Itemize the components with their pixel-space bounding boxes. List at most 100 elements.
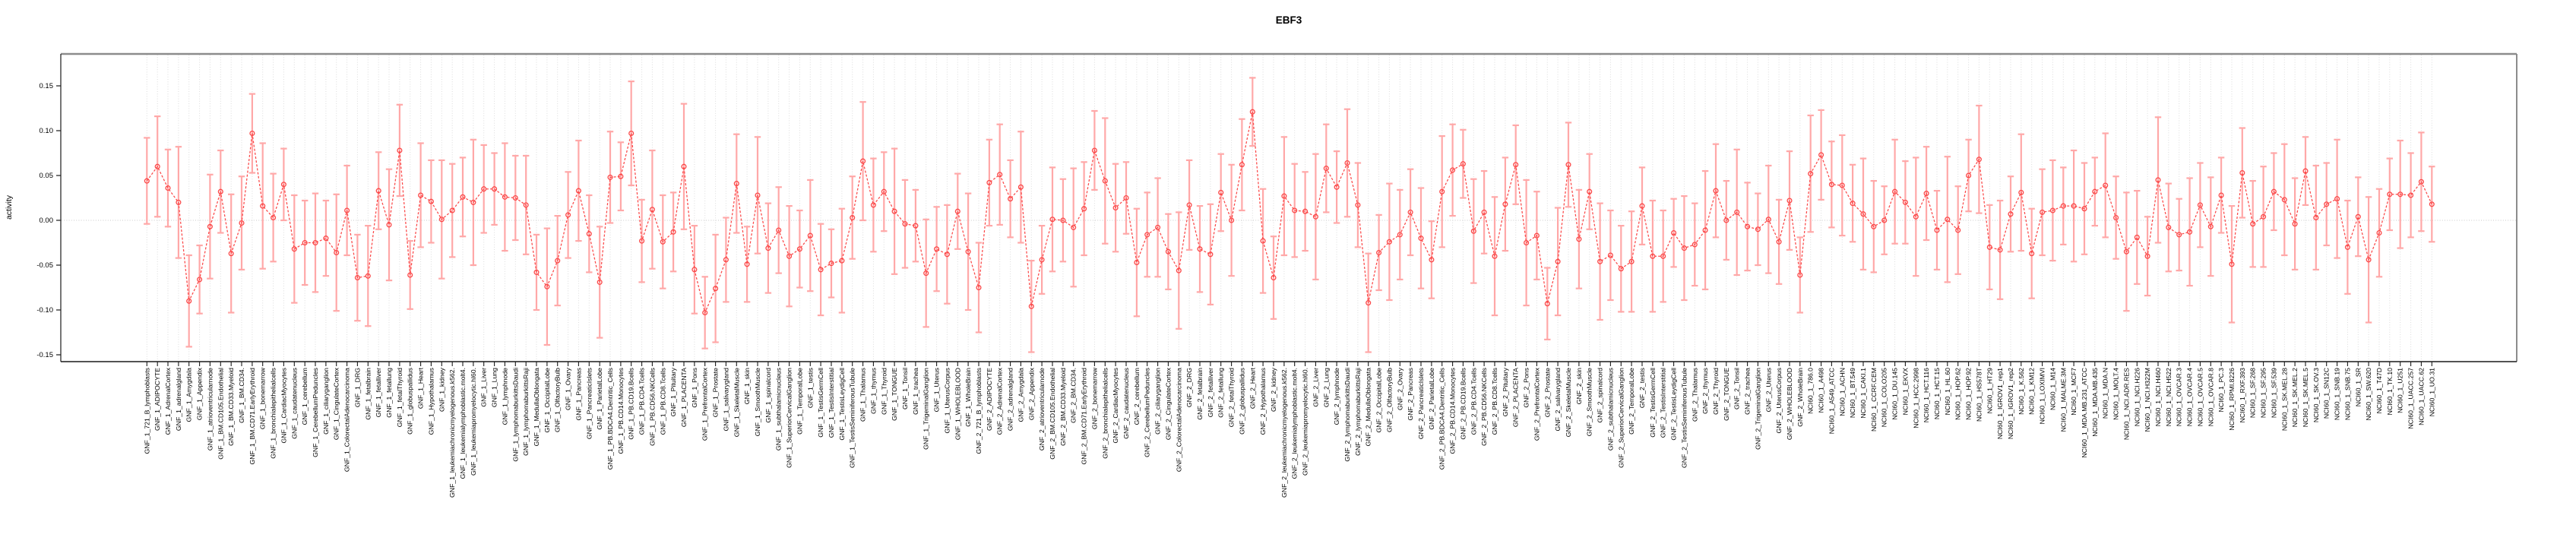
data-point xyxy=(1628,258,1635,264)
gridlines xyxy=(62,55,2516,361)
data-point xyxy=(1755,226,1761,232)
x-axis-label: GNF_2_Uterus xyxy=(1764,367,1772,412)
data-point xyxy=(649,207,655,213)
data-point xyxy=(1134,259,1140,266)
x-axis-label: GNF_1_fetalThyroid xyxy=(396,368,403,427)
data-point xyxy=(1008,196,1014,202)
x-axis-label: GNF_1_fetallung xyxy=(385,368,393,418)
x-axis-label: GNF_2_BM.CD33.Myeloid xyxy=(1059,368,1067,446)
data-point xyxy=(228,251,234,257)
x-axis-label: GNF_1_TestisSeminiferousTubule xyxy=(849,368,856,468)
x-axis-label: GNF_1_PLACENTA xyxy=(680,368,688,427)
y-axis: 0.15 0.10 0.05 0.00 -0.05 -0.10 -0.15 xyxy=(36,82,61,359)
data-point xyxy=(312,239,318,246)
x-axis-label: GNF_2_leukemiapromyelocytic.hl60. xyxy=(1302,368,1309,476)
x-axis-label: GNF_1_PB.CD19.Bcells xyxy=(628,367,635,439)
x-axis-label: GNF_2_leukemiachronicmyelogenous.k562. xyxy=(1280,368,1288,498)
data-point xyxy=(260,203,266,209)
data-point xyxy=(923,270,929,277)
x-axis-label: GNF_1_leukemialymphoblastic.molt4. xyxy=(459,368,467,479)
x-axis-label: GNF_2_trachea xyxy=(1744,368,1752,415)
data-point xyxy=(1155,224,1161,230)
x-axis-label: GNF_2_Prostate xyxy=(1543,368,1551,417)
data-point xyxy=(1650,253,1656,259)
data-point xyxy=(818,267,824,273)
data-point xyxy=(723,257,729,263)
data-point xyxy=(2334,196,2340,202)
x-axis-label: GNF_2_SkeletalMuscle xyxy=(1565,368,1572,437)
data-point xyxy=(1028,303,1034,309)
data-point xyxy=(386,222,392,228)
x-axis-label: GNF_1_BM.CD105.Endothelial xyxy=(217,368,224,460)
data-point xyxy=(1723,217,1729,223)
data-point xyxy=(428,198,434,204)
x-axis-label: GNF_2_TestisSeminiferousTubule xyxy=(1680,368,1688,468)
data-point xyxy=(1691,242,1698,248)
data-point xyxy=(1112,204,1119,211)
x-axis-label: GNF_1_ADIPOCYTE xyxy=(153,368,161,431)
data-point xyxy=(776,227,782,233)
data-point xyxy=(1450,167,1456,173)
x-axis-label: GNF_2_Thyroid xyxy=(1712,368,1720,415)
data-point xyxy=(1039,257,1045,263)
data-point xyxy=(786,253,793,259)
series-line xyxy=(146,112,2432,315)
data-point xyxy=(1481,209,1487,215)
x-axis-label: GNF_1_atrioventricularnode xyxy=(206,368,214,451)
x-axis-label: GNF_2_PrefrontalCortex xyxy=(1533,367,1540,441)
y-tick-label: -0.05 xyxy=(36,261,53,270)
y-tick-label: 0.10 xyxy=(40,127,54,135)
data-point xyxy=(2366,257,2372,263)
data-point xyxy=(1513,162,1519,168)
x-axis-label: NCI60_1_SF.295 xyxy=(2260,368,2267,418)
x-axis-label: NCI60_1_OVCAR.5 xyxy=(2196,368,2204,426)
x-axis-label: GNF_2_lymphnode xyxy=(1333,368,1340,425)
x-axis-label: NCI60_1_786.0 xyxy=(1807,368,1815,414)
x-axis-label: GNF_1_PB.BDCA4.Dentritic_Cells xyxy=(606,367,614,470)
data-point xyxy=(796,246,802,252)
x-axis-label: GNF_1_OlfactoryBulb xyxy=(554,368,562,432)
data-point xyxy=(607,174,613,180)
x-axis-label: GNF_2_CardiacMyocytes xyxy=(1112,367,1119,443)
data-point xyxy=(1366,300,1372,306)
data-point xyxy=(597,279,603,285)
data-point xyxy=(1818,152,1824,158)
x-axis-label: NCI60_1_SW.620 xyxy=(2365,368,2372,421)
x-axis-label: GNF_1_Pituitary xyxy=(669,367,677,416)
x-axis-label: GNF_2_Appendix xyxy=(1027,367,1035,420)
data-point xyxy=(481,186,487,192)
x-axis-label: GNF_1_fetalbrain xyxy=(364,368,372,420)
y-tick-label: 0.05 xyxy=(40,172,54,180)
x-axis-label: GNF_1_Heart xyxy=(417,367,425,409)
x-axis-label: NCI60_1_A549_ATCC xyxy=(1828,368,1835,434)
data-point xyxy=(1955,227,1961,233)
data-point xyxy=(1986,244,1992,250)
x-axis-label: GNF_2_Pons xyxy=(1523,367,1530,407)
x-axis-label: GNF_2_PB.CD4.Tcells xyxy=(1470,367,1477,435)
data-point xyxy=(1618,266,1624,272)
x-axis-label: NCI60_1_U251 xyxy=(2397,368,2404,413)
x-axis-label: GNF_1_TemporalLobe xyxy=(796,368,803,435)
x-axis-label: NCI60_1_OVCAR.8 xyxy=(2207,368,2214,426)
x-axis-label: NCI60_1_NCI.H460 xyxy=(2154,368,2162,426)
x-axis-label: NCI60_1_HCC.2998 xyxy=(1912,368,1919,428)
data-point xyxy=(807,232,813,239)
x-axis-label: GNF_1_kidney xyxy=(438,367,445,412)
data-point xyxy=(1302,208,1309,214)
data-point xyxy=(1765,217,1771,223)
x-axis-label: NCI60_1_ACHN xyxy=(1838,368,1846,416)
x-axis-label: GNF_2_kidney xyxy=(1270,367,1277,412)
data-point xyxy=(1123,194,1129,201)
x-axis-label: GNF_1_caudatenucleus xyxy=(290,367,298,438)
x-axis-label: GNF_2_Heart xyxy=(1248,367,1256,409)
data-point xyxy=(2418,179,2424,185)
x-axis-label: NCI60_1_NCI.ADR.RES xyxy=(2122,368,2130,440)
x-axis-label: NCI60_1_HOP.62 xyxy=(1954,368,1962,420)
data-point xyxy=(713,286,719,292)
data-point xyxy=(1976,157,1982,163)
x-axis-label: GNF_1_subthalamicnucleus xyxy=(775,367,783,451)
x-axis-label: NCI60_1_NCI.H522 xyxy=(2165,368,2173,426)
data-point xyxy=(533,269,540,275)
x-axis-label: GNF_2_OlfactoryBulb xyxy=(1385,368,1393,432)
